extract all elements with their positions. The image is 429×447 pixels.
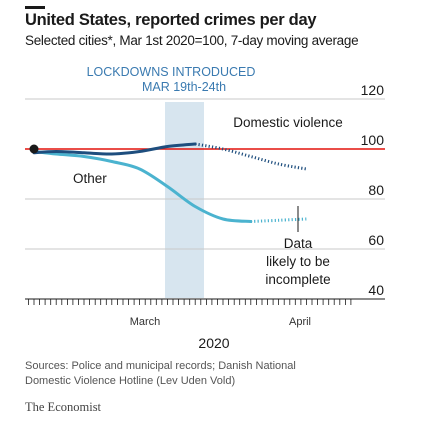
annotation-data-line3: incomplete [265, 272, 330, 287]
chart-title: United States, reported crimes per day [25, 11, 317, 29]
y-tick-label: 60 [368, 232, 384, 248]
series-start-marker [29, 144, 39, 154]
x-axis-day-ticks [27, 299, 352, 305]
source-line2: Domestic Violence Hotline (Lev Uden Vold… [25, 375, 236, 387]
annotation-data-line2: likely to be [266, 254, 330, 269]
lockdown-label-line2: MAR 19th-24th [142, 80, 226, 94]
series-line-domestic-violence-incomplete [194, 142, 307, 171]
chart-subtitle: Selected cities*, Mar 1st 2020=100, 7-da… [25, 33, 359, 48]
source-note: Sources: Police and municipal records; D… [25, 359, 405, 389]
series-line-domestic-violence [32, 142, 197, 156]
y-tick-label: 80 [368, 182, 384, 198]
source-line1: Sources: Police and municipal records; D… [25, 360, 296, 372]
annotation-data-line1: Data [284, 236, 313, 251]
series-line-other-incomplete [250, 217, 307, 223]
x-tick-label-april: April [289, 316, 311, 328]
y-tick-label: 100 [361, 132, 385, 148]
lockdown-label-line1: LOCKDOWNS INTRODUCED [87, 65, 256, 79]
series-line-other [32, 150, 253, 223]
title-accent-bar [25, 6, 45, 9]
x-tick-label-march: March [130, 316, 161, 328]
publisher-logo: The Economist [25, 400, 102, 414]
annotation-other: Other [73, 171, 107, 186]
y-tick-label: 120 [361, 82, 385, 98]
y-tick-label: 40 [368, 282, 384, 298]
annotation-domestic-violence: Domestic violence [233, 115, 343, 130]
x-axis-year: 2020 [198, 335, 229, 351]
